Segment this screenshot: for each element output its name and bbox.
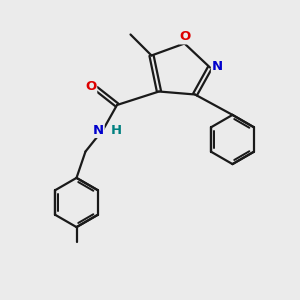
Text: H: H: [110, 124, 122, 137]
Text: O: O: [179, 30, 191, 44]
Text: N: N: [92, 124, 104, 137]
Text: O: O: [85, 80, 96, 94]
Text: N: N: [212, 59, 223, 73]
